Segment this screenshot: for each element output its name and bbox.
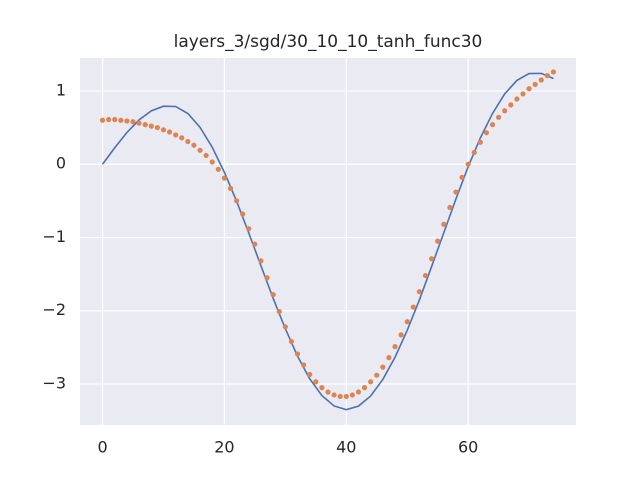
scatter-point — [550, 69, 557, 75]
scatter-point — [264, 275, 270, 281]
scatter-point — [99, 117, 106, 123]
scatter-point — [544, 72, 550, 79]
scatter-point — [428, 256, 435, 262]
scatter-point — [489, 122, 496, 128]
scatter-point — [112, 116, 118, 123]
scatter-point — [508, 102, 514, 108]
scatter-point — [416, 289, 423, 295]
y-tick-label: −1 — [42, 227, 66, 246]
scatter-point — [301, 362, 307, 368]
scatter-point — [282, 324, 288, 330]
scatter-point — [221, 175, 228, 181]
scatter-point — [106, 116, 112, 123]
scatter-point — [453, 189, 459, 195]
y-tick-label: −2 — [42, 300, 66, 319]
scatter-point — [270, 292, 276, 298]
scatter-point — [465, 161, 471, 167]
scatter-point — [392, 344, 398, 350]
x-tick-label: 60 — [458, 438, 478, 457]
plot-background — [80, 58, 576, 425]
scatter-point — [502, 108, 508, 114]
scatter-point — [197, 147, 203, 153]
scatter-point — [130, 119, 136, 125]
scatter-point — [179, 135, 185, 141]
scatter-point — [337, 393, 343, 400]
scatter-point — [136, 120, 142, 126]
scatter-point — [459, 174, 465, 181]
scatter-point — [447, 204, 453, 211]
scatter-point — [288, 338, 295, 345]
scatter-point — [154, 124, 160, 131]
scatter-point — [160, 127, 167, 133]
scatter-point — [410, 304, 416, 310]
scatter-point — [203, 152, 209, 159]
scatter-point — [404, 319, 410, 325]
scatter-point — [124, 118, 130, 124]
scatter-point — [118, 117, 124, 123]
x-tick-label: 20 — [214, 438, 234, 457]
scatter-point — [307, 371, 313, 378]
scatter-point — [325, 389, 331, 395]
scatter-point — [148, 123, 154, 129]
scatter-point — [526, 86, 532, 92]
scatter-point — [441, 221, 447, 227]
scatter-point — [520, 91, 526, 97]
scatter-point — [380, 364, 386, 370]
scatter-point — [246, 226, 252, 232]
scatter-point — [355, 389, 362, 395]
scatter-point — [422, 272, 429, 279]
scatter-point — [313, 379, 319, 385]
scatter-point — [166, 129, 173, 135]
scatter-point — [532, 81, 538, 87]
scatter-point — [191, 142, 197, 148]
scatter-point — [538, 77, 544, 83]
scatter-point — [173, 132, 179, 138]
x-tick-label: 40 — [336, 438, 356, 457]
y-tick-label: −3 — [42, 373, 66, 392]
x-tick-label: 0 — [97, 438, 107, 457]
scatter-point — [319, 385, 325, 391]
scatter-point — [215, 166, 221, 172]
scatter-point — [471, 149, 477, 156]
y-tick-label: 1 — [56, 80, 66, 99]
scatter-point — [368, 379, 374, 385]
scatter-point — [276, 308, 282, 315]
scatter-point — [496, 114, 502, 120]
scatter-point — [435, 238, 441, 244]
scatter-point — [386, 355, 392, 361]
y-tick-label: 0 — [56, 154, 66, 173]
scatter-point — [142, 122, 148, 128]
scatter-point — [331, 392, 337, 398]
scatter-point — [343, 393, 349, 400]
scatter-point — [294, 351, 301, 357]
scatter-point — [233, 198, 240, 204]
scatter-point — [483, 130, 490, 136]
chart-title: layers_3/sgd/30_10_10_tanh_func30 — [174, 32, 483, 52]
scatter-point — [258, 258, 264, 264]
scatter-point — [514, 96, 520, 102]
scatter-point — [240, 211, 246, 217]
scatter-point — [477, 139, 483, 145]
scatter-point — [374, 372, 380, 378]
scatter-point — [185, 138, 191, 145]
scatter-point — [252, 241, 258, 247]
scatter-point — [398, 332, 404, 338]
scatter-point — [209, 159, 215, 165]
scatter-point — [361, 385, 368, 391]
scatter-point — [227, 185, 234, 191]
scatter-point — [349, 392, 355, 398]
